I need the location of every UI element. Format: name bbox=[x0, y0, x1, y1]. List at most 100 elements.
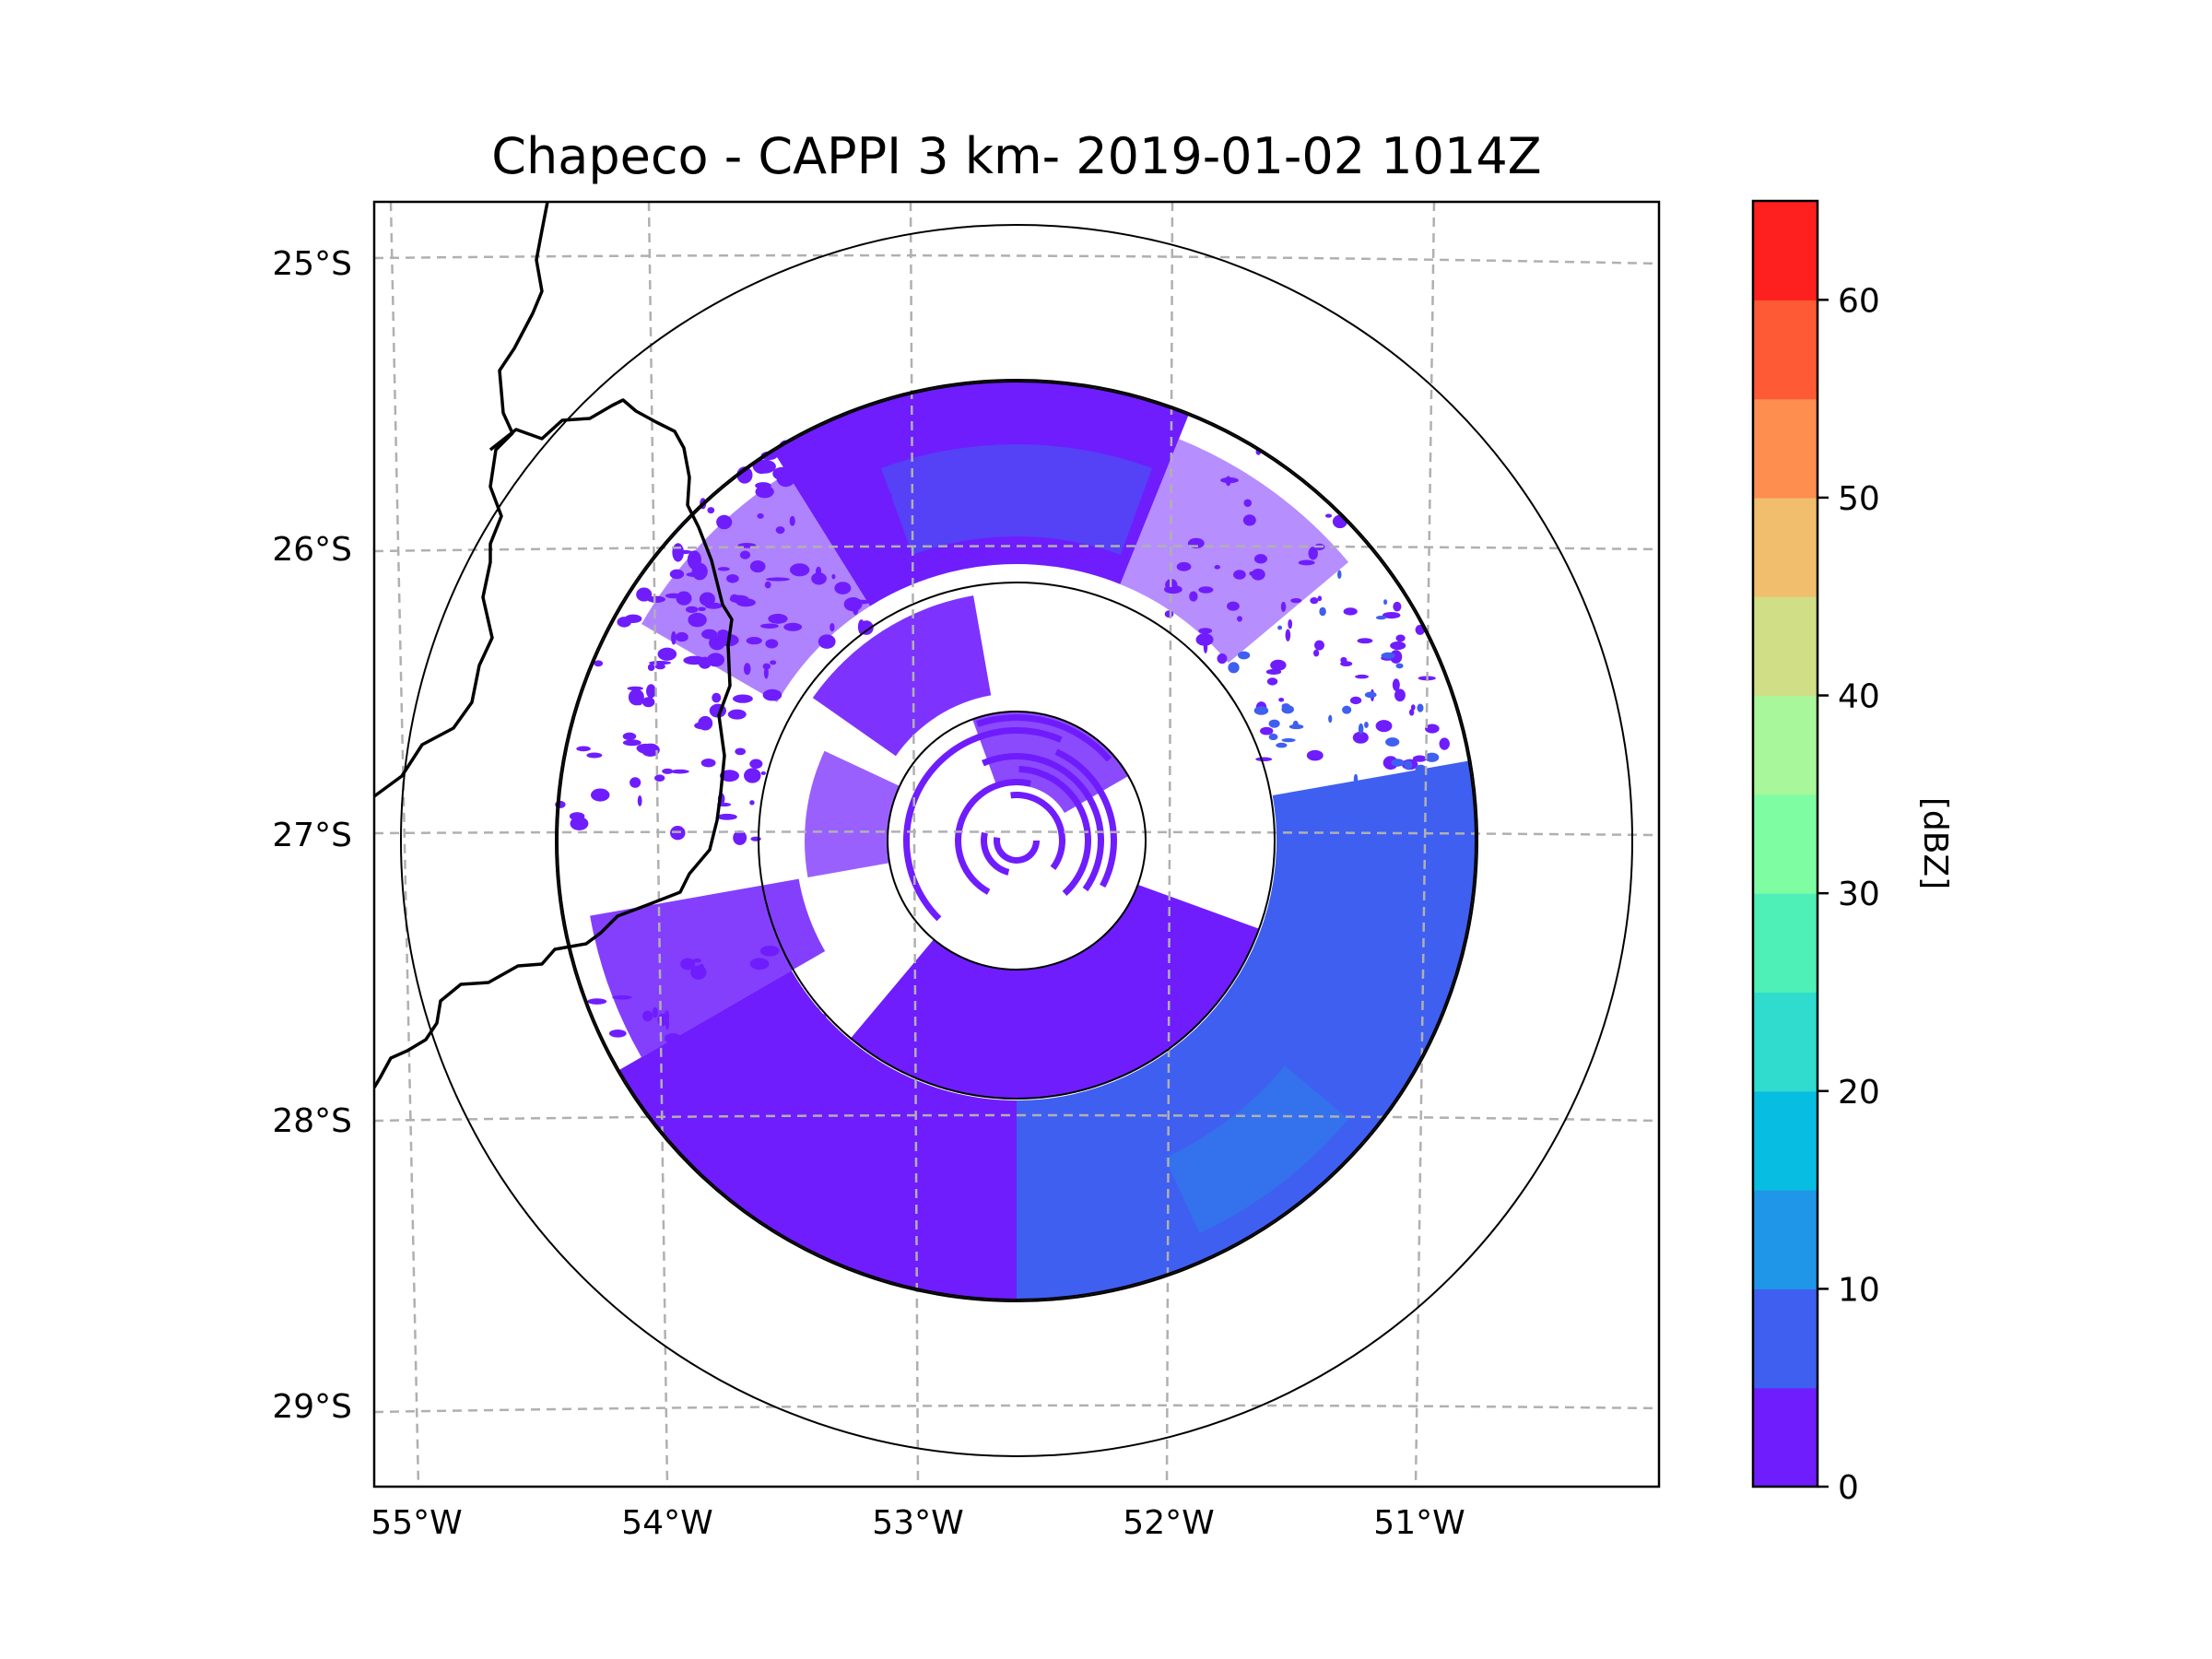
echo-cell bbox=[1317, 595, 1323, 602]
echo-cell bbox=[647, 664, 655, 672]
echo-cell bbox=[765, 577, 791, 582]
echo-cell bbox=[587, 998, 607, 1005]
echo-cell bbox=[1343, 607, 1358, 616]
echo-cell bbox=[1195, 633, 1214, 646]
echo-cell bbox=[1340, 656, 1347, 664]
gridline-lon-53 bbox=[909, 202, 920, 1487]
echo-cell bbox=[759, 1041, 772, 1045]
echo-cell bbox=[726, 573, 739, 583]
range-ring-3 bbox=[557, 381, 1477, 1300]
echo-cell bbox=[1319, 606, 1326, 617]
echo-cell bbox=[691, 562, 708, 581]
echo-cell bbox=[1270, 659, 1287, 671]
colorbar-tick-label: 30 bbox=[1838, 876, 1880, 913]
echo-cell bbox=[569, 812, 585, 821]
lat-tick-label: 27°S bbox=[272, 817, 352, 854]
echo-cell bbox=[759, 945, 780, 957]
echo-cell bbox=[755, 961, 763, 971]
echo-cell bbox=[818, 634, 836, 649]
echo-cell bbox=[576, 746, 591, 752]
echo-cell bbox=[735, 747, 747, 756]
echo-cell bbox=[1242, 514, 1256, 526]
gridline-lon-52 bbox=[1165, 202, 1174, 1487]
echo-cell bbox=[764, 581, 771, 589]
echo-cell bbox=[812, 457, 822, 472]
echo-cell bbox=[819, 1014, 828, 1030]
echo-cell bbox=[857, 619, 865, 635]
echo-cell bbox=[762, 688, 782, 701]
echo-cell bbox=[794, 1014, 807, 1028]
gridline-lat-29 bbox=[374, 1404, 1659, 1414]
echo-cell bbox=[1352, 731, 1369, 744]
echo-cell bbox=[1410, 704, 1416, 711]
echo-region bbox=[982, 752, 1105, 892]
echo-cell bbox=[679, 1038, 697, 1047]
lat-tick-label: 28°S bbox=[272, 1102, 352, 1140]
border-argentina-brazil bbox=[374, 202, 549, 798]
echo-cell bbox=[698, 715, 713, 731]
echo-cell bbox=[1395, 634, 1406, 642]
lon-tick-label: 51°W bbox=[1373, 1504, 1465, 1542]
echo-cell bbox=[649, 660, 672, 665]
echo-cell bbox=[1288, 618, 1293, 629]
lon-tick-label: 55°W bbox=[371, 1504, 462, 1542]
echo-cell bbox=[717, 567, 730, 571]
echo-cell bbox=[1425, 724, 1440, 734]
echo-cell bbox=[834, 582, 852, 594]
colorbar-swatch bbox=[1753, 695, 1818, 795]
echo-cell bbox=[825, 1141, 834, 1152]
colorbar-swatch bbox=[1753, 794, 1818, 894]
echo-cell bbox=[1228, 662, 1240, 674]
echo-cell bbox=[765, 639, 779, 649]
gridline-lat-26 bbox=[374, 545, 1659, 553]
echo-cell bbox=[675, 631, 688, 642]
echo-cell bbox=[1353, 773, 1359, 784]
political-borders bbox=[374, 202, 734, 1088]
echo-cell bbox=[1342, 705, 1352, 714]
echo-cell bbox=[680, 958, 696, 971]
echo-cell bbox=[627, 686, 643, 691]
map-frame bbox=[372, 200, 1661, 1488]
echo-cell bbox=[664, 1033, 682, 1044]
echo-cell bbox=[831, 573, 836, 580]
echo-region bbox=[804, 750, 900, 877]
echo-cell bbox=[729, 594, 749, 604]
echo-cell bbox=[1243, 499, 1253, 508]
chart-title: Chapeco - CAPPI 3 km- 2019-01-02 1014Z bbox=[491, 127, 1541, 185]
gridline-lat-27 bbox=[374, 830, 1659, 837]
echo-cell bbox=[1364, 691, 1377, 699]
colorbar-swatch bbox=[1753, 596, 1818, 697]
echo-cell bbox=[1268, 719, 1280, 728]
echo-cell bbox=[637, 795, 642, 806]
gridline-lon-55 bbox=[389, 202, 420, 1487]
echo-cell bbox=[1375, 615, 1387, 620]
echo-cell bbox=[617, 617, 632, 628]
echo-cell bbox=[707, 507, 715, 514]
echo-cell bbox=[746, 637, 762, 645]
echo-cell bbox=[832, 1052, 848, 1060]
echo-cell bbox=[743, 1062, 754, 1070]
echo-cell bbox=[1390, 641, 1406, 651]
echo-region bbox=[641, 473, 871, 702]
colorbar-tick-label: 0 bbox=[1838, 1469, 1859, 1507]
echo-cell bbox=[1198, 628, 1213, 634]
echo-cell bbox=[751, 1184, 773, 1194]
echo-cell bbox=[749, 1171, 755, 1181]
echo-cell bbox=[1176, 561, 1192, 571]
echo-region bbox=[880, 444, 1153, 555]
echo-cell bbox=[1393, 601, 1402, 612]
echo-region bbox=[1111, 979, 1384, 1240]
echo-cell bbox=[770, 1038, 784, 1044]
echo-cell bbox=[756, 1041, 768, 1058]
lon-tick-label: 52°W bbox=[1123, 1504, 1214, 1542]
echo-cell bbox=[712, 692, 722, 703]
gridline-lat-25 bbox=[374, 253, 1659, 265]
echo-cell bbox=[770, 660, 777, 665]
colorbar-swatch bbox=[1753, 1387, 1818, 1488]
echo-cell bbox=[1349, 696, 1362, 705]
echo-cell bbox=[1355, 674, 1370, 679]
echo-cell bbox=[646, 684, 656, 699]
echo-region bbox=[1164, 1065, 1349, 1233]
echo-cell bbox=[1164, 584, 1182, 594]
